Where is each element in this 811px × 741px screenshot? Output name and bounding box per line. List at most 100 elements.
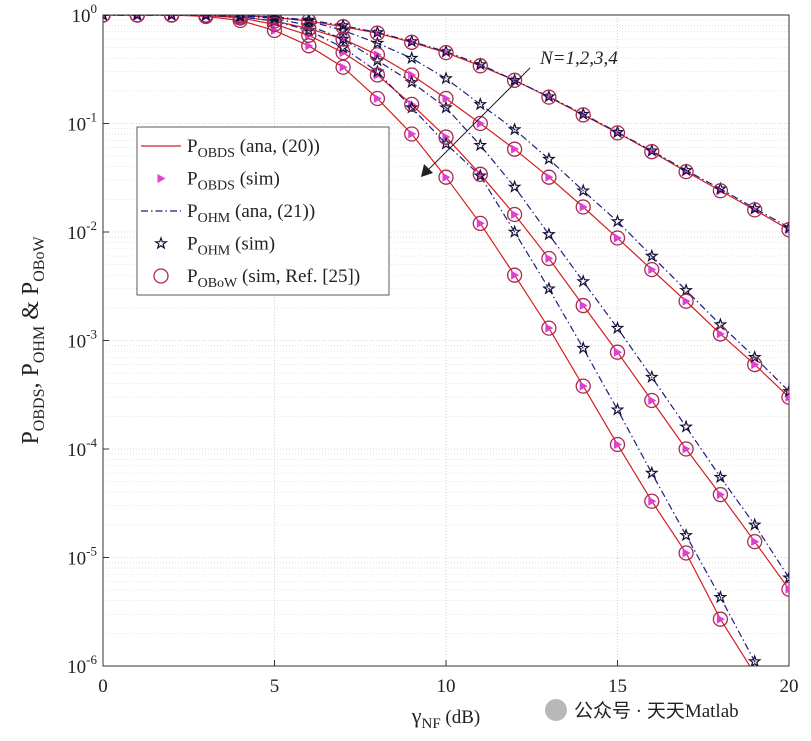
circle-marker bbox=[609, 344, 626, 360]
arrow-head bbox=[421, 164, 433, 177]
circle-marker bbox=[541, 169, 557, 185]
star-marker bbox=[679, 528, 694, 542]
y-tick-label: 10-4 bbox=[67, 435, 97, 461]
x-label-part: (dB) bbox=[441, 707, 481, 728]
triangle-marker bbox=[476, 218, 485, 228]
circle-marker bbox=[575, 199, 591, 215]
star-marker bbox=[541, 281, 556, 295]
star-marker bbox=[747, 349, 762, 364]
tick-base: 10 bbox=[67, 440, 86, 461]
star-marker bbox=[576, 340, 591, 355]
triangle-marker bbox=[476, 119, 485, 128]
y-axis-label: POBDS, POHM & POBoW bbox=[18, 236, 48, 445]
triangle-marker bbox=[545, 253, 554, 263]
star-marker bbox=[679, 163, 694, 177]
circle-marker bbox=[472, 58, 488, 74]
star-marker bbox=[644, 369, 659, 384]
circle-marker bbox=[335, 19, 351, 35]
circle-marker bbox=[575, 297, 591, 314]
legend-sub: OBoW bbox=[198, 276, 238, 291]
triangle-marker bbox=[682, 548, 691, 558]
star-marker bbox=[541, 151, 556, 166]
triangle-marker bbox=[442, 172, 451, 182]
star-marker bbox=[541, 227, 556, 241]
circle-marker bbox=[506, 141, 523, 157]
star-marker bbox=[747, 654, 762, 666]
triangle-marker bbox=[511, 209, 520, 219]
circle-marker bbox=[712, 611, 729, 627]
star-marker bbox=[370, 35, 385, 50]
triangle-marker bbox=[579, 381, 588, 391]
circle-marker bbox=[644, 144, 660, 160]
circle-marker bbox=[506, 267, 523, 283]
triangle-marker bbox=[716, 490, 725, 500]
star-marker bbox=[747, 517, 762, 531]
triangle-marker bbox=[408, 70, 417, 80]
circle-marker bbox=[335, 59, 351, 75]
triangle-marker bbox=[545, 323, 554, 333]
legend-name: P bbox=[187, 201, 198, 222]
x-tick-label: 15 bbox=[608, 676, 627, 697]
x-label-sub: NF bbox=[421, 716, 440, 732]
legend-name: P bbox=[187, 136, 198, 157]
star-marker bbox=[713, 181, 728, 195]
triangle-marker bbox=[614, 347, 622, 357]
triangle-marker bbox=[442, 132, 451, 142]
star-marker bbox=[782, 220, 789, 234]
circle-marker bbox=[541, 320, 557, 336]
triangle-marker bbox=[408, 129, 417, 139]
star-marker bbox=[370, 53, 385, 67]
circle-marker bbox=[301, 27, 317, 43]
legend-name: P bbox=[187, 266, 198, 287]
legend-sub: OBDS bbox=[198, 146, 235, 161]
legend-rest: (sim) bbox=[230, 234, 275, 255]
triangle-marker bbox=[751, 360, 760, 370]
circle-marker bbox=[266, 16, 283, 33]
triangle-marker bbox=[305, 41, 314, 51]
x-tick-label: 5 bbox=[270, 676, 280, 697]
star-marker bbox=[747, 201, 762, 215]
triangle-marker bbox=[545, 172, 554, 182]
x-tick-label: 10 bbox=[437, 676, 456, 697]
circle-marker bbox=[301, 20, 317, 37]
triangle-marker bbox=[339, 62, 348, 72]
circle-marker bbox=[438, 44, 454, 61]
star-marker bbox=[370, 64, 385, 78]
y-tick-label: 10-2 bbox=[67, 218, 97, 244]
legend-marker bbox=[154, 236, 168, 250]
y-label-sub: OHM bbox=[31, 326, 48, 363]
circle-marker bbox=[472, 166, 488, 182]
x-axis-label: γNF (dB) bbox=[411, 703, 481, 732]
x-label-part: γ bbox=[411, 703, 422, 728]
triangle-marker bbox=[682, 296, 691, 306]
circle-marker bbox=[163, 15, 180, 23]
circle-marker bbox=[404, 67, 420, 83]
star-marker bbox=[507, 179, 522, 193]
circle-marker bbox=[609, 125, 626, 141]
star-marker bbox=[439, 100, 453, 114]
watermark: 公众号 · 天天Matlab bbox=[574, 700, 739, 722]
star-marker bbox=[576, 183, 591, 197]
star-marker bbox=[541, 89, 556, 103]
legend-sub: OHM bbox=[198, 244, 231, 259]
triangle-marker bbox=[579, 202, 588, 212]
triangle-marker bbox=[682, 444, 691, 454]
x-tick-label: 0 bbox=[98, 676, 108, 697]
circle-marker bbox=[747, 356, 763, 373]
triangle-marker bbox=[442, 93, 451, 103]
circle-marker bbox=[712, 183, 729, 199]
circle-marker bbox=[506, 206, 523, 223]
star-marker bbox=[576, 106, 591, 121]
circle-marker bbox=[369, 25, 386, 41]
legend-name: P bbox=[187, 169, 198, 190]
circle-marker bbox=[541, 89, 557, 105]
tick-exponent: -6 bbox=[86, 652, 97, 667]
tick-exponent: -3 bbox=[86, 327, 97, 342]
star-marker bbox=[439, 44, 453, 58]
star-marker bbox=[610, 214, 625, 228]
legend-rest: (ana, (21)) bbox=[230, 201, 315, 222]
triangle-marker bbox=[614, 233, 622, 243]
tick-base: 10 bbox=[67, 223, 86, 244]
circle-marker bbox=[575, 378, 591, 394]
